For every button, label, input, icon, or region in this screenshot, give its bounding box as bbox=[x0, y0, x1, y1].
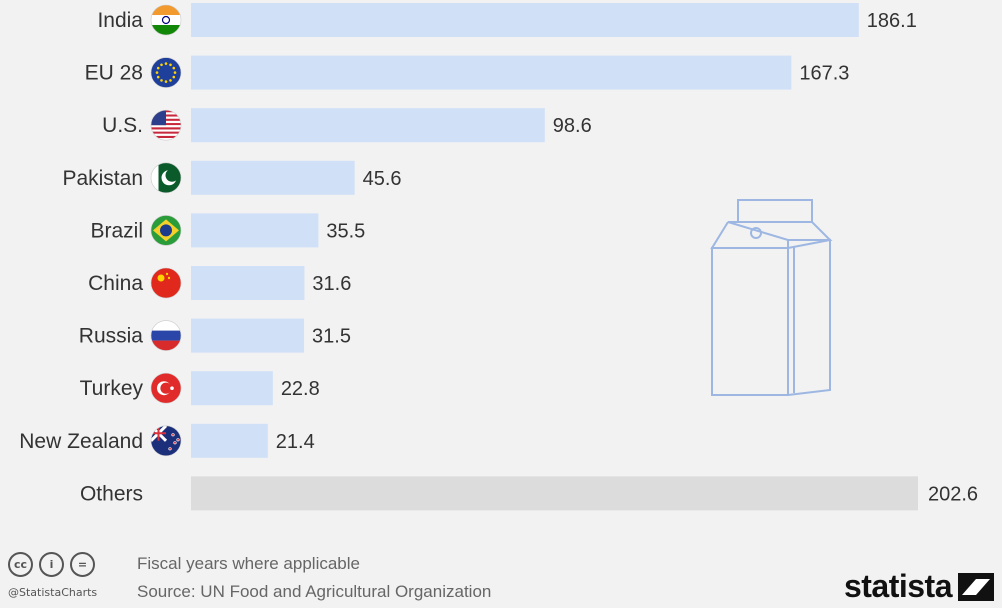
statista-logo[interactable]: statista bbox=[844, 568, 994, 605]
india-flag-icon bbox=[150, 4, 182, 36]
milk-carton-illustration bbox=[710, 199, 833, 396]
twitter-handle[interactable]: @StatistaCharts bbox=[8, 586, 98, 599]
value-label: 186.1 bbox=[867, 10, 917, 32]
bar-row-u-s: U.S. 98.6 bbox=[102, 108, 592, 143]
china-flag-icon bbox=[150, 267, 182, 299]
bar[interactable] bbox=[191, 266, 305, 300]
category-label: U.S. bbox=[102, 114, 143, 137]
new-zealand-flag-icon bbox=[150, 425, 182, 457]
footer: cc i = @StatistaCharts Fiscal years wher… bbox=[0, 548, 1002, 608]
bar-row-pakistan: Pakistan 45.6 bbox=[62, 160, 402, 195]
value-label: 22.8 bbox=[281, 378, 320, 400]
license-icons: cc i = bbox=[8, 552, 95, 577]
carton-front bbox=[711, 247, 789, 396]
value-label: 202.6 bbox=[928, 483, 978, 505]
cc-icon[interactable]: cc bbox=[8, 552, 33, 577]
value-label: 35.5 bbox=[326, 220, 365, 242]
category-label: New Zealand bbox=[19, 430, 143, 453]
bar-row-china: China 31.6 bbox=[88, 266, 351, 300]
bar-row-others: Others 202.6 bbox=[80, 476, 978, 511]
bar[interactable] bbox=[191, 108, 545, 143]
carton-cap bbox=[737, 199, 813, 223]
bar[interactable] bbox=[191, 3, 859, 37]
bar[interactable] bbox=[191, 371, 273, 406]
category-label: India bbox=[97, 9, 143, 32]
bar[interactable] bbox=[191, 423, 268, 458]
bar[interactable] bbox=[191, 160, 355, 195]
bar[interactable] bbox=[191, 55, 792, 90]
russia-flag-icon bbox=[150, 320, 182, 351]
turkey-flag-icon bbox=[150, 372, 182, 404]
bar-row-eu-28: EU 28 167.3 bbox=[85, 55, 849, 90]
value-label: 31.5 bbox=[312, 326, 351, 348]
value-label: 45.6 bbox=[363, 168, 402, 190]
statista-logo-icon bbox=[958, 572, 994, 601]
attribution-icon[interactable]: i bbox=[39, 552, 64, 577]
footnote: Fiscal years where applicable bbox=[137, 554, 360, 573]
category-label: Others bbox=[80, 482, 143, 505]
bar-chart: India 186.1 EU 28 167.3 U.S. 98.6 Pakistan 45.6… bbox=[19, 3, 978, 511]
value-label: 21.4 bbox=[276, 431, 315, 453]
category-label: Brazil bbox=[90, 219, 143, 242]
bar-row-turkey: Turkey 22.8 bbox=[80, 371, 320, 406]
value-label: 31.6 bbox=[312, 273, 351, 295]
source-note: Source: UN Food and Agricultural Organiz… bbox=[137, 582, 492, 601]
category-label: Russia bbox=[79, 325, 144, 348]
bar-row-russia: Russia 31.5 bbox=[79, 318, 351, 353]
category-label: Pakistan bbox=[62, 167, 143, 190]
no-derivatives-icon[interactable]: = bbox=[70, 552, 95, 577]
carton-side bbox=[787, 238, 831, 396]
bar[interactable] bbox=[191, 213, 319, 248]
eu-flag-icon bbox=[150, 57, 182, 88]
brand-name: statista bbox=[843, 568, 953, 604]
brazil-flag-icon bbox=[150, 215, 182, 246]
category-label: EU 28 bbox=[85, 62, 143, 85]
bar-row-new-zealand: New Zealand 21.4 bbox=[19, 423, 315, 458]
value-label: 98.6 bbox=[553, 115, 592, 137]
bar-row-india: India 186.1 bbox=[97, 3, 917, 37]
pakistan-flag-icon bbox=[150, 162, 182, 194]
bar-row-brazil: Brazil 35.5 bbox=[90, 213, 365, 248]
category-label: China bbox=[88, 272, 143, 295]
carton-front-top bbox=[710, 221, 789, 249]
carton-spout bbox=[750, 227, 762, 239]
bar[interactable] bbox=[191, 476, 918, 511]
value-label: 167.3 bbox=[799, 63, 849, 85]
carton-top bbox=[727, 221, 833, 241]
us-flag-icon bbox=[150, 109, 182, 141]
bar[interactable] bbox=[191, 318, 305, 353]
category-label: Turkey bbox=[80, 377, 144, 400]
